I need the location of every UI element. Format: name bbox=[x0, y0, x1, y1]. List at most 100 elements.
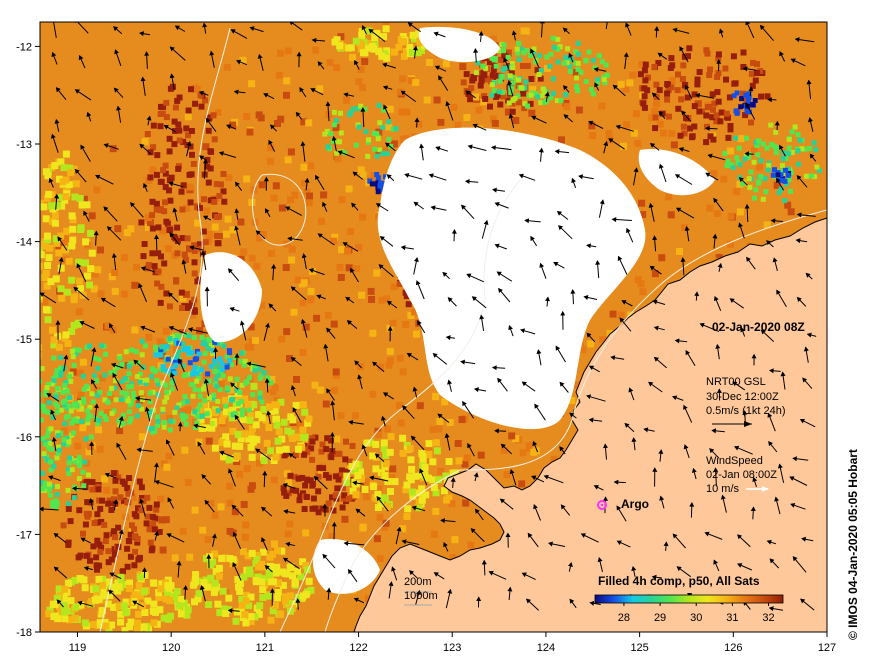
sst-pixel bbox=[192, 364, 198, 370]
current-arrow-head bbox=[211, 533, 217, 539]
sst-pixel bbox=[287, 413, 295, 421]
current-arrow-head bbox=[460, 204, 467, 210]
sst-pixel bbox=[165, 356, 171, 362]
sst-pixel bbox=[61, 608, 68, 616]
sst-pixel bbox=[57, 285, 65, 293]
sst-pixel bbox=[520, 27, 528, 35]
current-arrow-head bbox=[113, 87, 119, 93]
sst-pixel bbox=[40, 203, 48, 211]
sst-pixel bbox=[737, 135, 745, 143]
current-arrow-head bbox=[227, 608, 233, 614]
sst-pixel bbox=[144, 377, 150, 383]
sst-pixel bbox=[311, 381, 319, 389]
sst-pixel bbox=[101, 521, 108, 528]
current-arrow-head bbox=[271, 263, 277, 269]
sst-pixel bbox=[493, 93, 500, 100]
current-arrow-head bbox=[255, 448, 261, 454]
sst-pixel bbox=[150, 389, 156, 395]
current-arrow-head bbox=[794, 37, 800, 43]
sst-pixel bbox=[172, 359, 178, 365]
current-arrow-head bbox=[95, 174, 101, 180]
sst-pixel bbox=[490, 66, 497, 73]
sst-pixel bbox=[374, 490, 382, 498]
sst-pixel bbox=[57, 372, 63, 378]
sst-pixel bbox=[119, 390, 125, 396]
sst-pixel bbox=[524, 48, 530, 53]
sst-pixel bbox=[69, 348, 75, 354]
sst-pixel bbox=[273, 421, 281, 429]
sst-pixel bbox=[235, 393, 243, 401]
sst-pixel bbox=[376, 513, 384, 521]
current-arrow-head bbox=[419, 468, 424, 474]
current-arrow-head bbox=[296, 51, 302, 57]
sst-pixel bbox=[518, 480, 526, 488]
sst-pixel bbox=[347, 44, 355, 52]
sst-pixel bbox=[208, 424, 216, 432]
sst-pixel bbox=[505, 54, 511, 60]
sst-pixel bbox=[361, 49, 369, 57]
current-arrow-head bbox=[352, 480, 358, 486]
sst-pixel bbox=[60, 522, 67, 529]
sst-pixel bbox=[277, 115, 285, 123]
sst-pixel bbox=[400, 52, 408, 60]
current-arrow-head bbox=[375, 203, 382, 208]
sst-pixel bbox=[515, 93, 521, 99]
current-arrow-head bbox=[401, 539, 407, 545]
sst-pixel bbox=[338, 196, 346, 204]
sst-pixel bbox=[745, 154, 751, 160]
current-arrow-head bbox=[154, 530, 159, 537]
sst-pixel bbox=[158, 516, 166, 524]
current-arrow-head bbox=[602, 496, 609, 501]
sst-pixel bbox=[128, 360, 134, 366]
sst-pixel bbox=[220, 373, 226, 379]
sst-pixel bbox=[656, 87, 663, 94]
sst-pixel bbox=[780, 156, 786, 162]
sst-pixel bbox=[278, 547, 286, 555]
sst-pixel bbox=[202, 239, 209, 246]
current-arrow-head bbox=[229, 306, 235, 312]
sst-pixel bbox=[93, 186, 101, 194]
current-arrow-head bbox=[497, 377, 502, 383]
current-arrow-head bbox=[615, 124, 621, 130]
sst-pixel bbox=[165, 452, 173, 460]
current-arrow-head bbox=[744, 203, 750, 209]
current-arrow-head bbox=[330, 400, 336, 406]
sst-pixel bbox=[65, 487, 71, 493]
sst-pixel bbox=[106, 497, 113, 504]
sst-pixel bbox=[83, 478, 90, 485]
current-arrow-head bbox=[508, 325, 513, 331]
sst-pixel bbox=[358, 103, 364, 109]
sst-pixel bbox=[64, 339, 72, 347]
sst-pixel bbox=[694, 100, 702, 108]
sst-pixel bbox=[758, 174, 764, 179]
sst-pixel bbox=[358, 28, 366, 36]
sst-pixel bbox=[236, 470, 244, 478]
sst-pixel bbox=[50, 414, 56, 420]
current-arrow-head bbox=[209, 50, 215, 56]
sst-pixel bbox=[139, 338, 145, 344]
sst-pixel bbox=[323, 446, 330, 453]
sst-pixel bbox=[207, 499, 215, 507]
sst-pixel bbox=[359, 213, 367, 221]
sst-pixel bbox=[159, 227, 167, 235]
sst-pixel bbox=[106, 592, 114, 600]
sst-pixel bbox=[200, 196, 207, 203]
sst-pixel bbox=[408, 49, 416, 57]
sst-pixel bbox=[651, 270, 659, 278]
sst-pixel bbox=[159, 110, 166, 117]
sst-pixel bbox=[116, 418, 122, 424]
currents-time: 30-Dec 12:00Z bbox=[706, 391, 779, 403]
sst-pixel bbox=[483, 65, 489, 71]
current-arrow-head bbox=[611, 216, 617, 223]
current-arrow-head bbox=[203, 378, 209, 384]
sst-pixel bbox=[111, 287, 119, 295]
sst-pixel bbox=[194, 219, 202, 227]
current-arrow-head bbox=[255, 230, 261, 236]
sst-pixel bbox=[599, 59, 605, 65]
current-arrow-head bbox=[317, 233, 323, 239]
sst-pixel bbox=[524, 62, 531, 69]
sst-pixel bbox=[604, 72, 610, 78]
sst-pixel bbox=[373, 633, 380, 640]
sst-pixel bbox=[788, 188, 793, 194]
sst-pixel bbox=[638, 61, 646, 68]
